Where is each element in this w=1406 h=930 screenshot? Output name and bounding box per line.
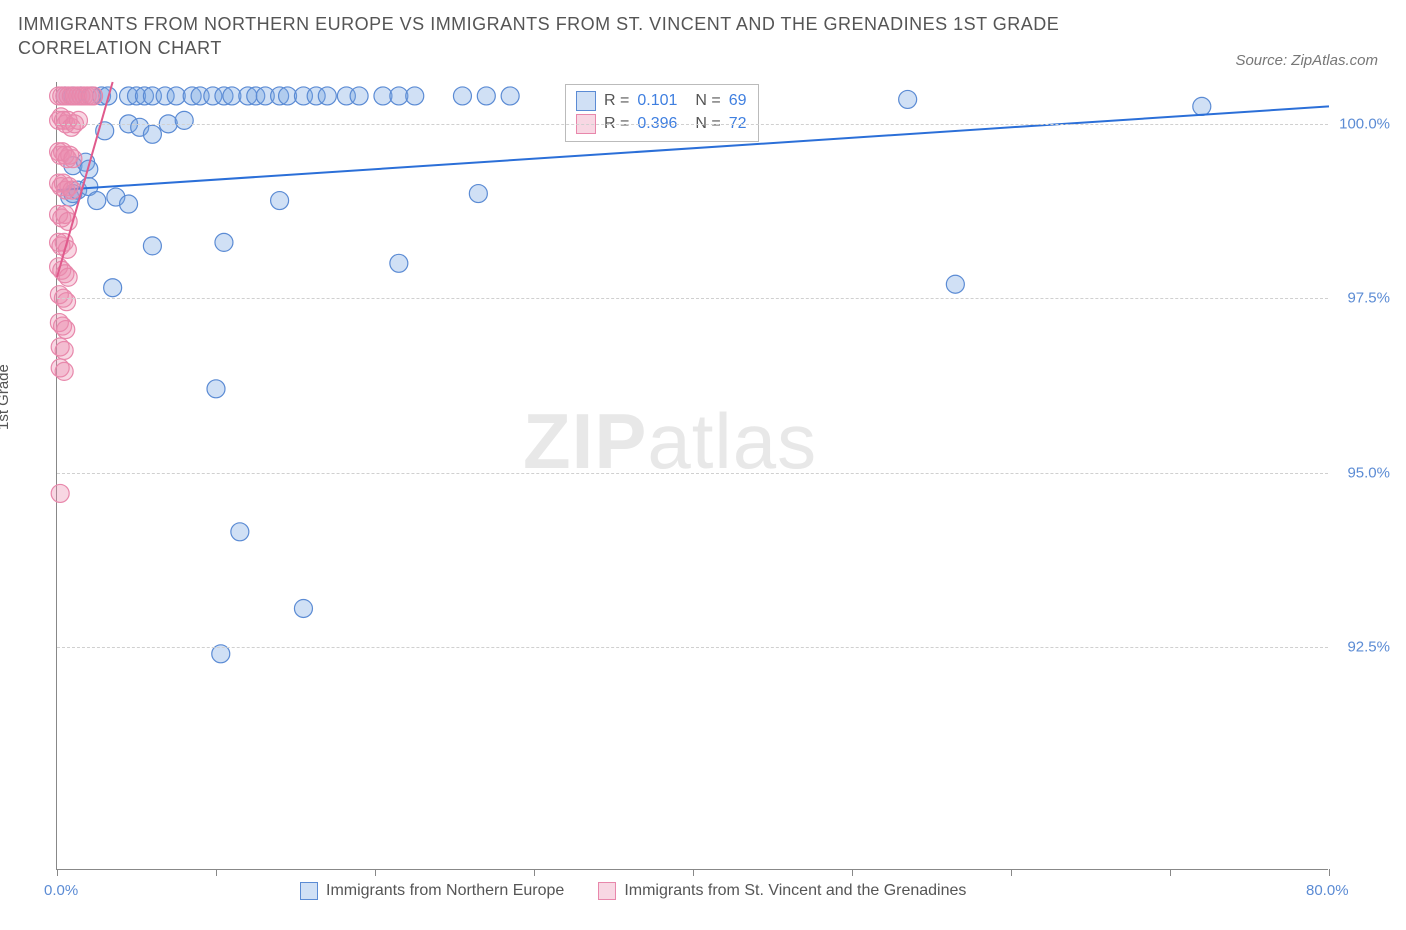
legend-label: Immigrants from Northern Europe [326,882,564,900]
data-point [406,87,424,105]
data-point [175,111,193,129]
data-point [59,268,77,286]
y-tick-label: 100.0% [1339,115,1390,132]
data-point [469,185,487,203]
legend-swatch [300,882,318,900]
source-credit: Source: ZipAtlas.com [1235,52,1378,69]
y-tick-label: 95.0% [1347,464,1390,481]
data-point [143,125,161,143]
x-axis-end-label: 80.0% [1306,882,1349,899]
stat-row: R = 0.101 N = 69 [576,89,746,112]
chart-title: IMMIGRANTS FROM NORTHERN EUROPE VS IMMIG… [18,12,1138,61]
data-point [390,254,408,272]
data-point [88,192,106,210]
data-point [64,150,82,168]
x-tick [1329,869,1330,876]
x-tick [375,869,376,876]
data-point [899,90,917,108]
data-point [223,87,241,105]
legend-swatch [576,91,596,111]
data-point [231,523,249,541]
data-point [350,87,368,105]
gridline [57,298,1328,299]
data-point [1193,97,1211,115]
plot-area: ZIPatlas R =0.101N =69R =0.396N =72 92.5… [56,82,1328,870]
data-point [215,233,233,251]
x-tick [693,869,694,876]
n-value: 69 [729,89,747,112]
legend-item: Immigrants from St. Vincent and the Gren… [598,882,966,900]
x-tick [216,869,217,876]
r-value: 0.101 [637,89,687,112]
data-point [120,195,138,213]
data-point [69,111,87,129]
y-tick-label: 92.5% [1347,638,1390,655]
legend-swatch [598,882,616,900]
data-point [453,87,471,105]
data-point [143,237,161,255]
n-label: N = [695,89,720,112]
x-tick [57,869,58,876]
data-point [55,362,73,380]
data-point [63,181,81,199]
scatter-svg [57,82,1329,870]
x-axis-start-label: 0.0% [44,882,78,899]
legend-label: Immigrants from St. Vincent and the Gren… [624,882,966,900]
gridline [57,647,1328,648]
data-point [946,275,964,293]
gridline [57,124,1328,125]
y-tick-label: 97.5% [1347,290,1390,307]
data-point [477,87,495,105]
data-point [294,599,312,617]
correlation-stat-box: R =0.101N =69R =0.396N =72 [565,84,759,142]
data-point [390,87,408,105]
x-tick [1170,869,1171,876]
data-point [207,380,225,398]
data-point [501,87,519,105]
data-point [374,87,392,105]
data-point [51,484,69,502]
data-point [104,279,122,297]
r-label: R = [604,89,629,112]
legend: Immigrants from Northern Europe Immigrant… [300,882,966,900]
gridline [57,473,1328,474]
data-point [58,293,76,311]
y-axis-label: 1st Grade [0,364,12,430]
data-point [55,341,73,359]
x-tick [1011,869,1012,876]
x-tick [852,869,853,876]
data-point [271,192,289,210]
legend-item: Immigrants from Northern Europe [300,882,564,900]
data-point [85,87,103,105]
data-point [279,87,297,105]
x-tick [534,869,535,876]
data-point [318,87,336,105]
data-point [57,321,75,339]
